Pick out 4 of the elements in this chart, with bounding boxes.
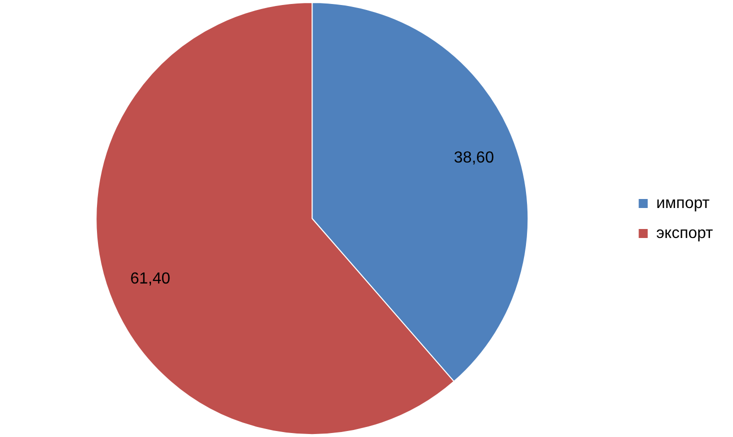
legend-label: экспорт xyxy=(656,224,714,242)
data-label: 61,40 xyxy=(130,270,170,288)
data-label: 38,60 xyxy=(454,149,494,166)
legend-label: импорт xyxy=(656,194,710,212)
